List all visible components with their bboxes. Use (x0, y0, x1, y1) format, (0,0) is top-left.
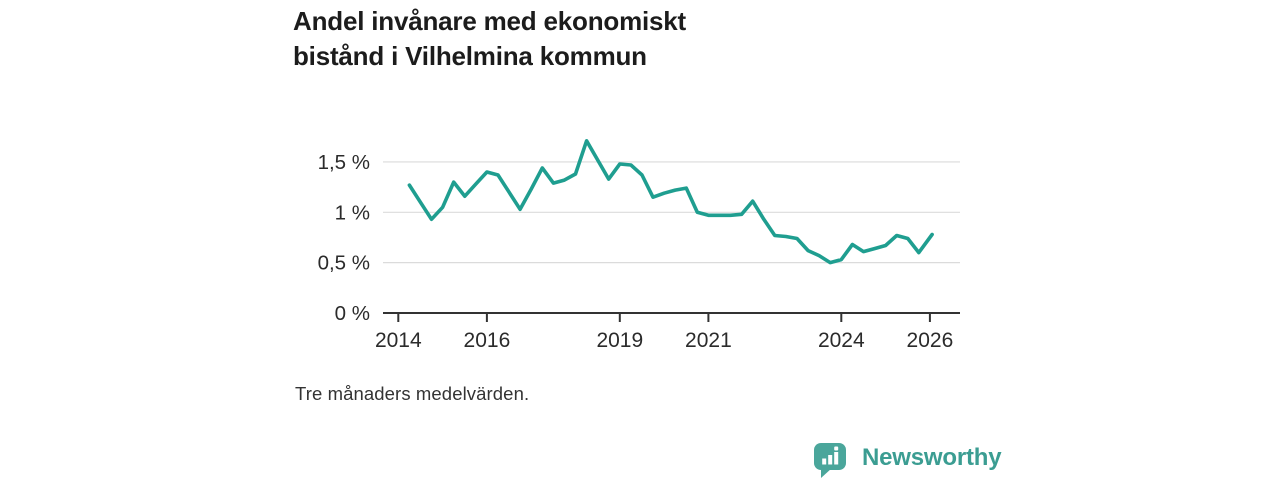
bar-chart-speech-bubble-icon (814, 443, 846, 478)
chart-title: Andel invånare med ekonomiskt bistånd i … (293, 6, 686, 71)
chart-footnote: Tre månaders medelvärden. (295, 383, 530, 404)
y-axis-label: 0,5 % (318, 252, 370, 275)
newsworthy-logo[interactable]: Newsworthy (813, 442, 1002, 480)
x-axis-label: 2014 (375, 329, 422, 352)
y-axis-label: 1,5 % (318, 151, 370, 174)
y-axis-label: 0 % (335, 302, 370, 325)
x-axis-label: 2024 (818, 329, 865, 352)
x-axis-label: 2019 (596, 329, 643, 352)
data-line (407, 139, 934, 265)
y-axis-label: 1 % (335, 201, 370, 224)
newsworthy-wordmark: Newsworthy (862, 444, 1002, 471)
x-axis-label: 2016 (464, 329, 511, 352)
x-axis-label: 2026 (907, 329, 954, 352)
x-axis-label: 2021 (685, 329, 732, 352)
